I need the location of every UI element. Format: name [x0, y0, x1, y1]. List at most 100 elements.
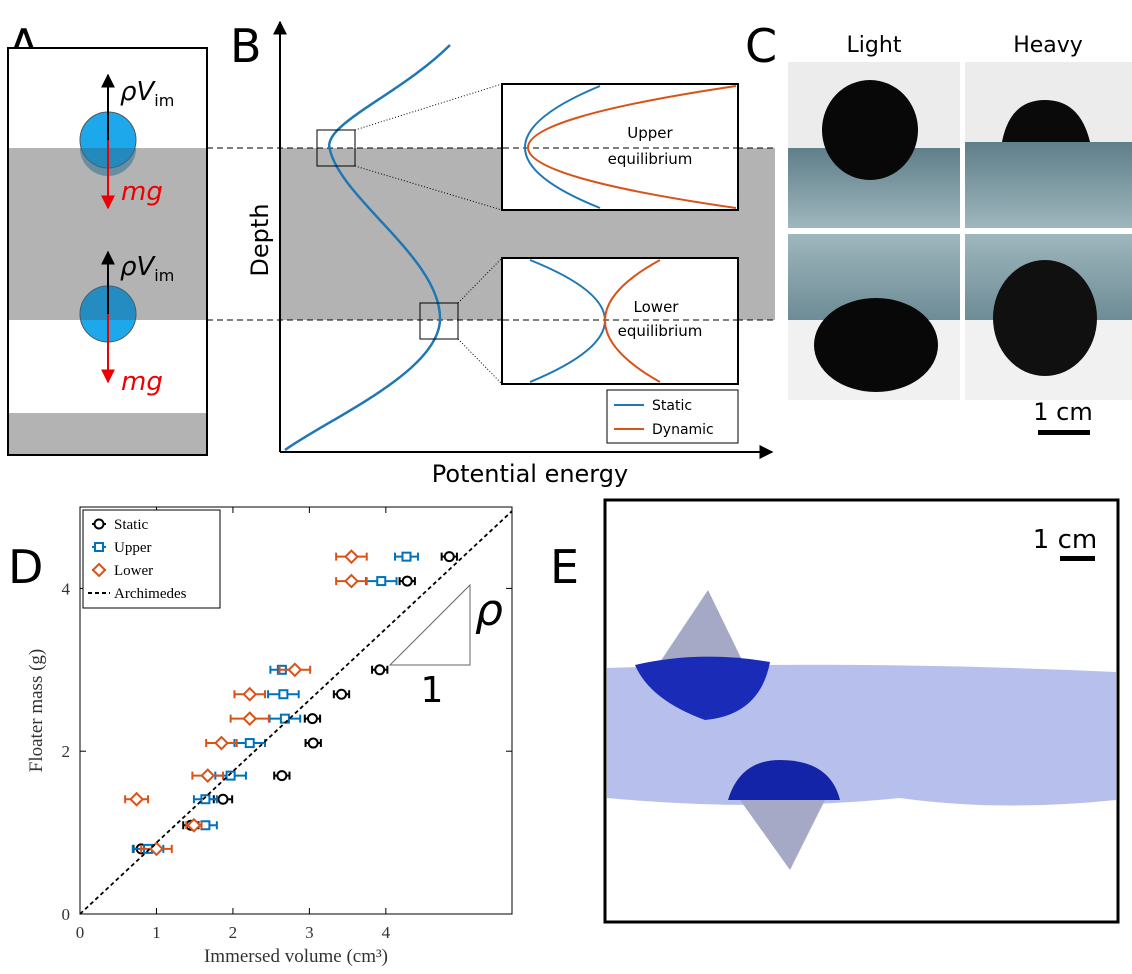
data-point — [200, 820, 211, 831]
legend-label: Lower — [114, 563, 153, 579]
inset-label: Upper — [627, 124, 673, 142]
container-border — [7, 47, 208, 456]
zoom-line — [457, 338, 503, 385]
photo — [965, 142, 1132, 228]
panel-a: A ρVim mg ρVim mg — [7, 19, 208, 456]
data-point — [443, 551, 455, 563]
inset — [501, 257, 739, 385]
inset — [501, 83, 739, 211]
legend-label: Archimedes — [114, 586, 187, 602]
legend-entries: Static Dynamic — [614, 398, 714, 438]
panel-d: D 0 1 2 3 4 0 2 4 Immersed volume (cm³) Floater m… — [8, 506, 513, 967]
photo-object — [1002, 100, 1090, 142]
legend — [606, 389, 739, 444]
y-tick-label: 4 — [62, 579, 71, 598]
fluid-layer — [9, 413, 206, 454]
legend — [82, 509, 221, 609]
inset-label: Lower — [634, 298, 680, 316]
data-point — [129, 791, 144, 807]
axis-label: Potential energy — [432, 460, 628, 488]
photo-floater — [635, 656, 770, 720]
inset-label: equilibrium — [608, 150, 693, 168]
y-tick-label: 0 — [62, 905, 71, 924]
legend-marker — [94, 542, 104, 552]
legend-marker — [91, 562, 107, 578]
inset-curve — [527, 85, 737, 209]
scale-label: 1 cm — [1033, 525, 1097, 555]
energy-curve — [284, 44, 451, 452]
axis-label: Depth — [246, 203, 274, 276]
panel-label: E — [550, 540, 579, 594]
data-point — [225, 770, 236, 781]
y-axis-label: Floater mass (g) — [26, 649, 47, 772]
legend-label: Static — [114, 517, 149, 533]
panel-b: B Depth Potential energy Upper equilibri… — [207, 19, 775, 488]
legend-label: Static — [652, 398, 692, 414]
panel-label: B — [230, 19, 262, 73]
column-label: Heavy — [1013, 33, 1083, 58]
force-sub: im — [154, 91, 174, 110]
x-axis-label: Immersed volume (cm³) — [204, 946, 388, 967]
data-point — [376, 576, 387, 587]
legend-label: Dynamic — [652, 422, 714, 438]
data-point — [244, 738, 255, 749]
data-point — [200, 768, 216, 784]
data-point — [242, 711, 258, 727]
force-label: mg — [121, 367, 163, 397]
photo-object — [822, 80, 918, 180]
photo-floater — [728, 760, 840, 800]
data-point — [217, 793, 229, 805]
scale-label: 1 cm — [1033, 398, 1092, 426]
force-label: ρVim — [120, 77, 174, 110]
inset-label: equilibrium — [618, 322, 703, 340]
data-point — [401, 551, 412, 562]
zoom-line — [354, 83, 503, 131]
slope-triangle — [388, 583, 471, 666]
data-point — [374, 664, 386, 676]
photo-sail — [660, 590, 742, 662]
data-point — [307, 737, 319, 749]
data-point — [242, 686, 258, 702]
inset-curve — [524, 85, 601, 209]
zoom-box — [316, 129, 356, 167]
x-tick-label: 2 — [229, 923, 238, 942]
y-tick-label: 2 — [62, 742, 71, 761]
force-label: mg — [121, 177, 163, 207]
data-point — [287, 662, 303, 678]
photo-object — [814, 298, 938, 392]
legend-label: Upper — [114, 540, 152, 556]
data-point — [278, 689, 289, 700]
force-text: ρV — [120, 252, 157, 282]
data-point — [335, 688, 347, 700]
panel-label: C — [745, 19, 777, 73]
x-tick-label: 0 — [76, 923, 85, 942]
zoom-box — [419, 302, 459, 340]
data-point — [344, 573, 359, 589]
photo-object — [993, 260, 1097, 376]
x-tick-label: 4 — [382, 923, 391, 942]
x-tick-label: 1 — [152, 923, 161, 942]
data-point — [200, 794, 211, 805]
photo-sail — [740, 800, 825, 870]
scale-bar — [1038, 430, 1090, 435]
legend-marker — [93, 518, 105, 530]
inset-curve — [604, 259, 661, 383]
scale-bar — [1060, 556, 1095, 561]
force-label: ρVim — [120, 252, 174, 285]
annotation: ρ — [475, 585, 503, 636]
reference-line — [79, 510, 513, 915]
column-label: Light — [847, 33, 902, 58]
force-text: ρV — [120, 77, 157, 107]
data-point — [214, 735, 229, 751]
data-point — [186, 817, 202, 833]
data-point — [276, 770, 288, 782]
panel-label: D — [8, 540, 43, 594]
x-tick-label: 3 — [305, 923, 314, 942]
data-point — [344, 549, 359, 565]
force-sub: im — [154, 266, 174, 285]
data-point — [306, 713, 318, 725]
data-point — [401, 575, 413, 587]
panel-c: C Light Heavy 1 cm — [745, 19, 1132, 435]
panel-e: E 1 cm — [550, 498, 1120, 924]
